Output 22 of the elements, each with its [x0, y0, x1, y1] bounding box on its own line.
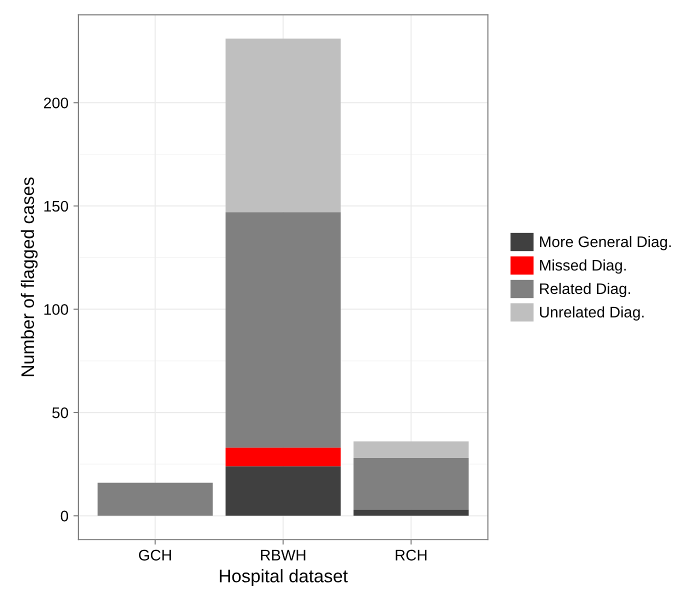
y-tick-label: 150 [44, 200, 68, 212]
x-tick-label: GCH [138, 550, 171, 561]
bar [226, 38, 341, 212]
y-tick-label: 50 [52, 407, 68, 418]
bar [98, 482, 213, 516]
y-tick-label: 200 [44, 98, 68, 108]
bar [354, 510, 469, 516]
x-tick-label: RCH [396, 550, 426, 561]
legend-label: Related Diag. [540, 282, 630, 298]
bar [226, 212, 341, 448]
legend-label: Unrelated Diag. [540, 306, 644, 321]
y-tick-label: 100 [44, 304, 68, 315]
y-axis-title: Number of flagged cases [20, 178, 38, 376]
bar [354, 441, 469, 458]
bar [354, 458, 469, 510]
x-axis-title: Hospital dataset [220, 569, 348, 586]
y-tick-label: 0 [60, 510, 68, 522]
x-tick-label: RBWH [261, 550, 306, 560]
bar [226, 448, 341, 466]
legend-label: Missed Diag. [540, 259, 626, 274]
bar [226, 466, 341, 516]
legend-label: More General Diag. [540, 236, 671, 250]
